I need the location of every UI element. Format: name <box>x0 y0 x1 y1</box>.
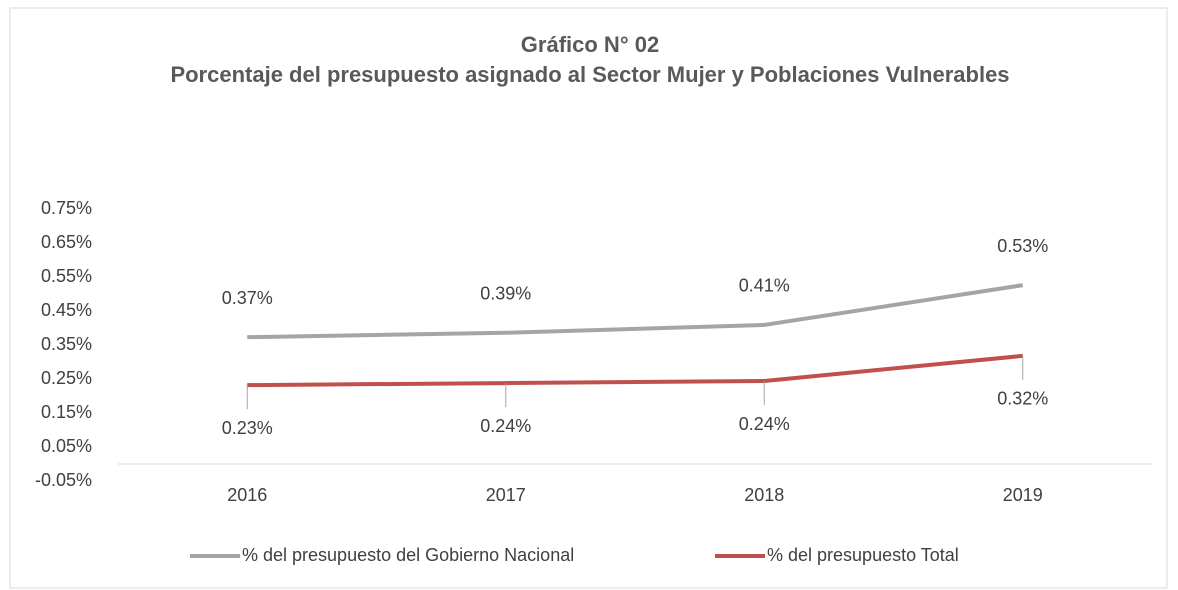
y-tick-label: 0.65% <box>41 232 92 252</box>
series-line <box>247 353 1023 388</box>
data-label: 0.37% <box>222 288 273 308</box>
x-tick-label: 2018 <box>744 485 784 505</box>
y-tick-label: 0.05% <box>41 436 92 456</box>
legend-label: % del presupuesto del Gobierno Nacional <box>242 545 574 565</box>
data-label: 0.32% <box>997 389 1048 409</box>
x-tick-label: 2019 <box>1003 485 1043 505</box>
data-label: 0.53% <box>997 236 1048 256</box>
data-label: 0.39% <box>480 284 531 304</box>
series-line <box>247 283 1024 340</box>
y-tick-label: 0.55% <box>41 266 92 286</box>
chart-subtitle: Porcentaje del presupuesto asignado al S… <box>170 62 1010 87</box>
y-tick-label: 0.45% <box>41 300 92 320</box>
chart-title: Gráfico N° 02 <box>520 32 660 57</box>
x-tick-label: 2017 <box>486 485 526 505</box>
data-label: 0.41% <box>739 276 790 296</box>
data-label: 0.23% <box>222 418 273 438</box>
y-tick-label: -0.05% <box>35 470 92 490</box>
y-tick-label: 0.35% <box>41 334 92 354</box>
data-label: 0.24% <box>739 414 790 434</box>
legend-label: % del presupuesto Total <box>767 545 959 565</box>
x-tick-label: 2016 <box>227 485 267 505</box>
data-label: 0.24% <box>480 416 531 436</box>
y-tick-label: 0.15% <box>41 402 92 422</box>
y-tick-label: 0.75% <box>41 198 92 218</box>
chart-border <box>9 7 1168 589</box>
y-tick-label: 0.25% <box>41 368 92 388</box>
chart-titles: Gráfico N° 02 Porcentaje del presupuesto… <box>150 30 1030 90</box>
